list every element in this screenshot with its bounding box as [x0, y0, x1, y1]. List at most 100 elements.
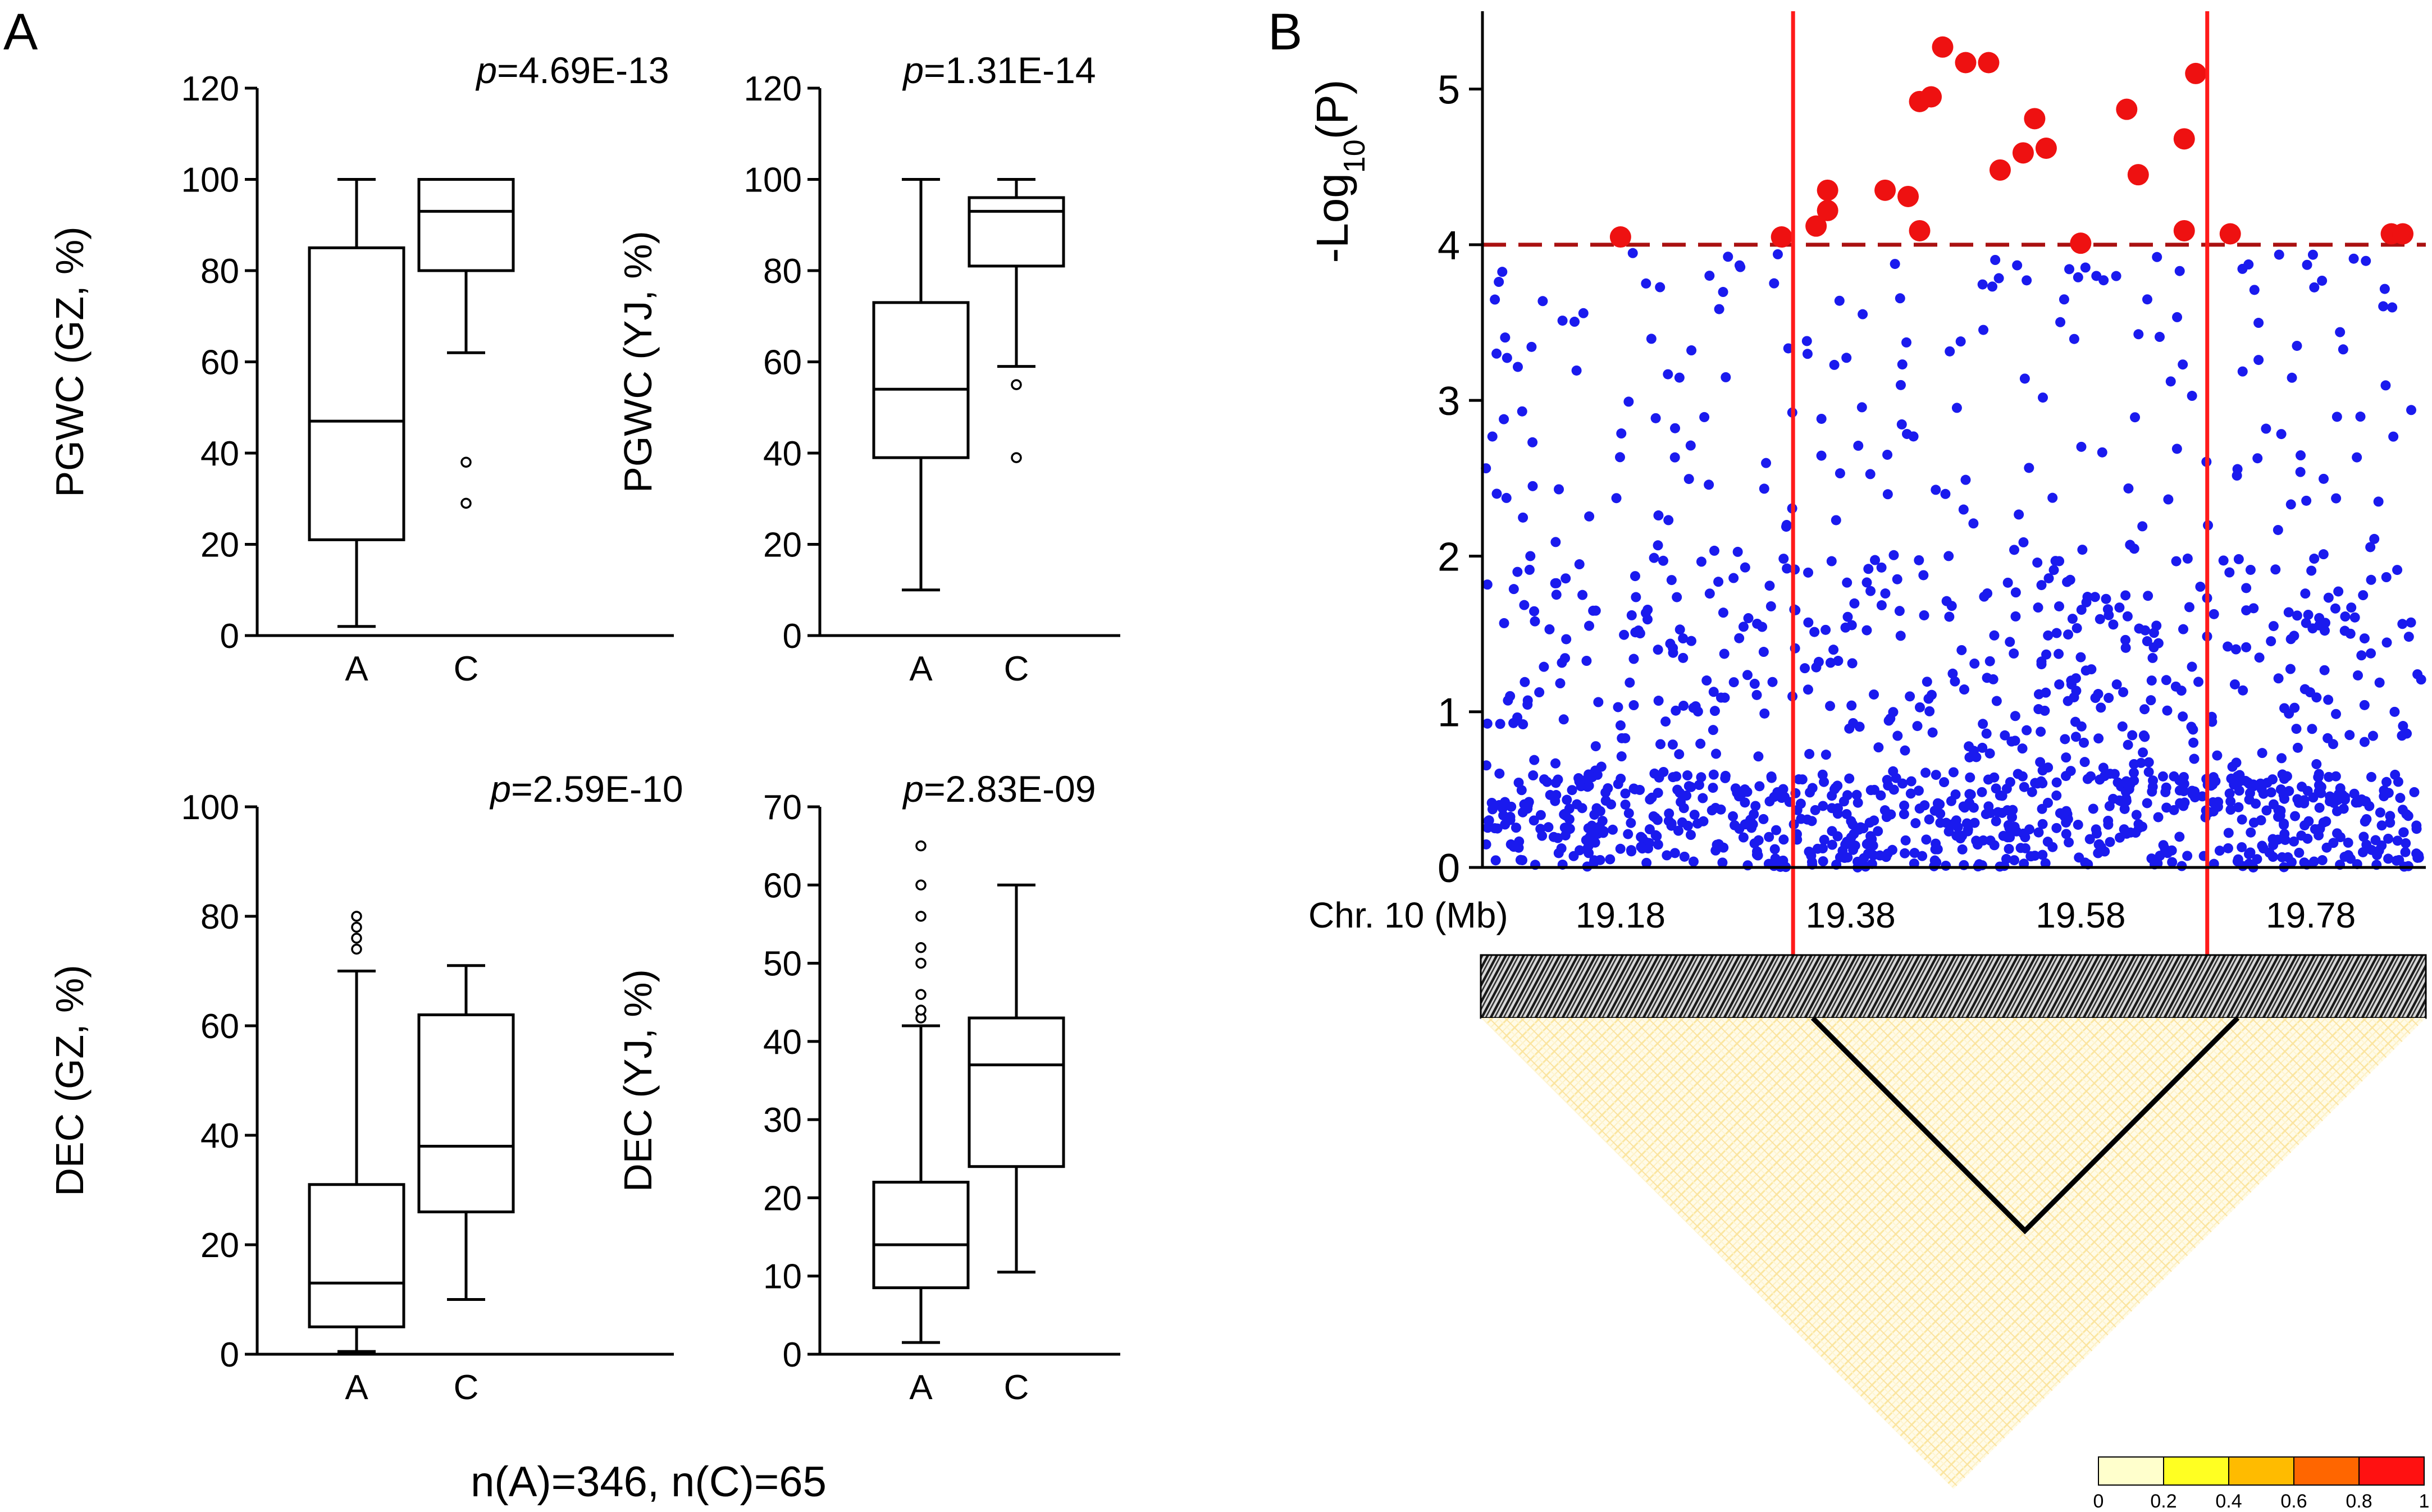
snp-point — [1589, 810, 1600, 820]
y-tick-label: 120 — [744, 70, 802, 108]
snp-point — [2387, 302, 2398, 313]
snp-point — [2335, 327, 2346, 337]
snp-point — [1512, 567, 1523, 577]
snp-point — [1977, 787, 1987, 797]
snp-position-bar — [1480, 954, 2427, 1019]
snp-point — [1554, 484, 1564, 495]
snp-point — [2047, 492, 2058, 503]
snp-point — [2308, 856, 2319, 867]
snp-point — [2009, 648, 2019, 659]
snp-point — [2129, 768, 2139, 778]
snp-point — [1717, 857, 1728, 868]
snp-point — [1619, 629, 1630, 640]
snp-point — [1921, 834, 1932, 845]
snp-point — [1749, 838, 1760, 849]
snp-point — [2033, 602, 2043, 613]
snp-point — [1674, 372, 1685, 383]
snp-point — [1617, 733, 1627, 743]
snp-point — [1805, 849, 1816, 860]
snp-point — [1849, 598, 1860, 609]
snp-point — [2218, 555, 2229, 566]
snp-point — [2074, 852, 2084, 863]
snp-point — [2321, 816, 2331, 827]
snp-point — [2162, 848, 2173, 858]
snp-point — [2040, 858, 2051, 869]
snp-point — [1713, 577, 1724, 587]
snp-point — [1743, 613, 1754, 624]
snp-point — [1818, 856, 1828, 866]
snp-point — [1754, 781, 1765, 792]
snp-point — [2289, 702, 2300, 713]
outlier-point — [1011, 452, 1022, 463]
snp-point — [1542, 776, 1553, 787]
snp-point — [1883, 715, 1894, 726]
snp-point — [2059, 294, 2069, 305]
p-value-label: p=2.59E-10 — [489, 768, 683, 810]
snp-point — [2019, 373, 2030, 384]
snp-point — [1905, 788, 1916, 799]
snp-point — [2061, 806, 2071, 816]
snp-point — [2349, 788, 2360, 799]
snp-point — [2374, 677, 2385, 688]
snp-point — [1999, 861, 2010, 871]
snp-point — [2237, 366, 2248, 377]
snp-point — [1611, 493, 1622, 504]
snp-point — [1518, 512, 1528, 523]
snp-point — [2176, 686, 2187, 696]
snp-point — [1924, 814, 1934, 825]
snp-point — [2389, 706, 2400, 717]
snp-point — [1759, 708, 1770, 719]
snp-point — [2148, 628, 2159, 638]
snp-point — [2037, 819, 2048, 829]
snp-point — [2189, 786, 2200, 797]
snp-point — [1616, 751, 1627, 762]
snp-point — [1596, 761, 1607, 772]
snp-point — [2392, 565, 2403, 575]
snp-point — [1525, 551, 1536, 561]
significant-snp-point — [2012, 142, 2034, 164]
snp-point — [1820, 624, 1831, 635]
snp-point — [1710, 803, 1721, 814]
snp-point — [1499, 618, 1509, 628]
snp-point — [2338, 803, 2349, 814]
snp-point — [2285, 499, 2296, 510]
snp-point — [2223, 641, 2233, 652]
p-symbol: p — [475, 49, 497, 91]
significant-snp-point — [2116, 98, 2138, 120]
snp-point — [2319, 473, 2329, 484]
snp-point — [1660, 716, 1671, 727]
snp-point — [2162, 705, 2173, 716]
snp-point — [2061, 771, 2071, 782]
snp-point — [1514, 836, 1525, 847]
snp-point — [2033, 827, 2044, 838]
snp-point — [1899, 809, 1909, 820]
snp-point — [2111, 679, 2122, 690]
snp-point — [1663, 369, 1673, 380]
p-value-text: =2.83E-09 — [924, 768, 1096, 810]
snp-point — [1573, 773, 1584, 784]
snp-point — [1561, 810, 1571, 821]
snp-point — [2060, 734, 2070, 744]
box-C — [417, 178, 515, 272]
snp-point — [1674, 624, 1685, 635]
snp-point — [1981, 728, 1992, 739]
snp-point — [1630, 571, 1640, 582]
outlier-point — [351, 921, 362, 933]
snp-point — [1858, 309, 1868, 319]
snp-point — [1664, 808, 1674, 819]
snp-point — [2066, 675, 2077, 686]
snp-point — [2157, 771, 2168, 782]
snp-point — [1526, 341, 1537, 352]
snp-point — [1557, 316, 1568, 326]
snp-point — [2375, 807, 2385, 818]
snp-point — [2178, 711, 2188, 722]
y-tick-label: 100 — [181, 161, 239, 200]
snp-point — [2179, 786, 2189, 797]
snp-point — [2295, 467, 2306, 477]
snp-point — [2076, 721, 2087, 732]
snp-point — [1529, 755, 1540, 765]
snp-point — [2360, 796, 2370, 807]
p-symbol: p — [902, 49, 924, 91]
snp-point — [2318, 549, 2329, 560]
